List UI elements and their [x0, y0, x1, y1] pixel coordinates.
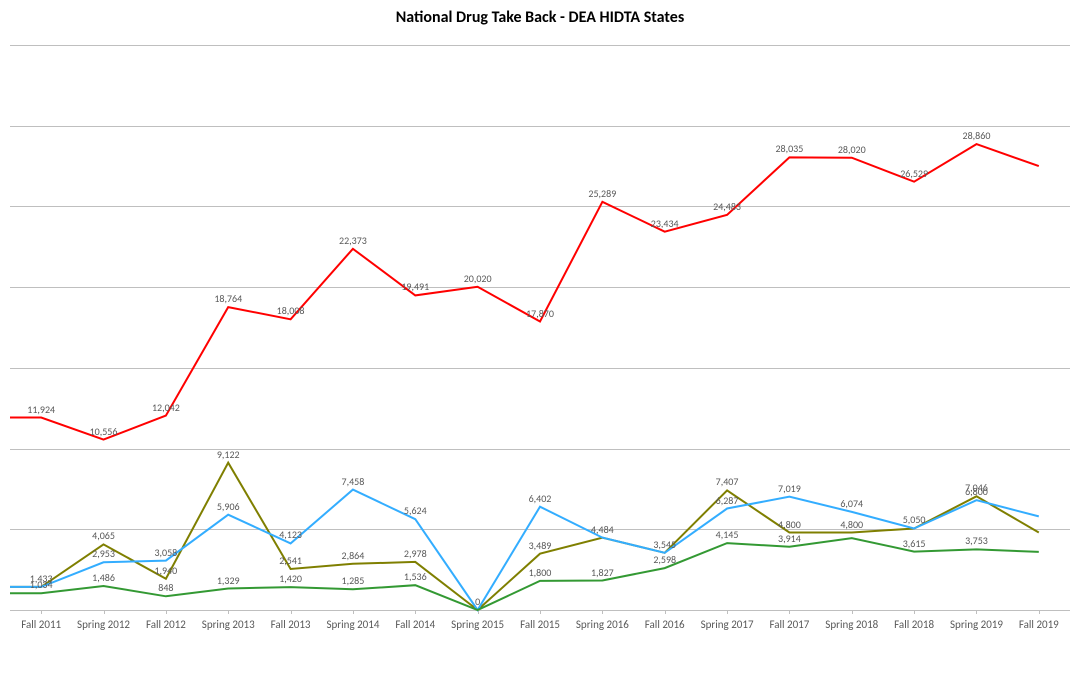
x-axis-label: Fall 2017 — [769, 618, 809, 631]
series-line-green — [10, 538, 1039, 610]
x-tick — [602, 610, 603, 614]
plot-area: Fall 2011 Spring 2012 Fall 2012 Spring 2013… — [10, 45, 1070, 640]
chart-container: National Drug Take Back - DEA HIDTA Stat… — [0, 0, 1080, 675]
x-axis-label: Spring 2012 — [77, 618, 130, 631]
x-tick — [914, 610, 915, 614]
x-tick — [166, 610, 167, 614]
x-tick — [104, 610, 105, 614]
chart-title: National Drug Take Back - DEA HIDTA Stat… — [0, 8, 1080, 27]
x-tick — [727, 610, 728, 614]
x-axis-label: Fall 2016 — [645, 618, 685, 631]
x-tick — [665, 610, 666, 614]
x-axis-label: Spring 2015 — [451, 618, 504, 631]
x-tick — [1039, 610, 1040, 614]
x-axis-label: Spring 2014 — [326, 618, 379, 631]
x-axis-label: Spring 2018 — [825, 618, 878, 631]
x-axis-label: Fall 2014 — [395, 618, 435, 631]
x-axis-label: Fall 2012 — [146, 618, 186, 631]
x-tick — [540, 610, 541, 614]
x-axis-label: Fall 2018 — [894, 618, 934, 631]
x-axis-label: Fall 2013 — [271, 618, 311, 631]
x-axis-label: Spring 2013 — [202, 618, 255, 631]
chart-lines — [10, 45, 1070, 610]
x-axis-label: Fall 2011 — [21, 618, 61, 631]
x-tick — [228, 610, 229, 614]
series-line-red — [10, 144, 1039, 440]
x-tick — [291, 610, 292, 614]
x-tick — [789, 610, 790, 614]
series-line-blue — [10, 490, 1039, 610]
x-axis-label: Fall 2015 — [520, 618, 560, 631]
x-tick — [41, 610, 42, 614]
x-axis-label: Spring 2017 — [701, 618, 754, 631]
x-axis-label: Spring 2016 — [576, 618, 629, 631]
x-tick — [976, 610, 977, 614]
x-tick — [353, 610, 354, 614]
x-tick — [852, 610, 853, 614]
x-tick — [415, 610, 416, 614]
x-axis-label: Spring 2019 — [950, 618, 1003, 631]
x-axis-label: Fall 2019 — [1019, 618, 1059, 631]
